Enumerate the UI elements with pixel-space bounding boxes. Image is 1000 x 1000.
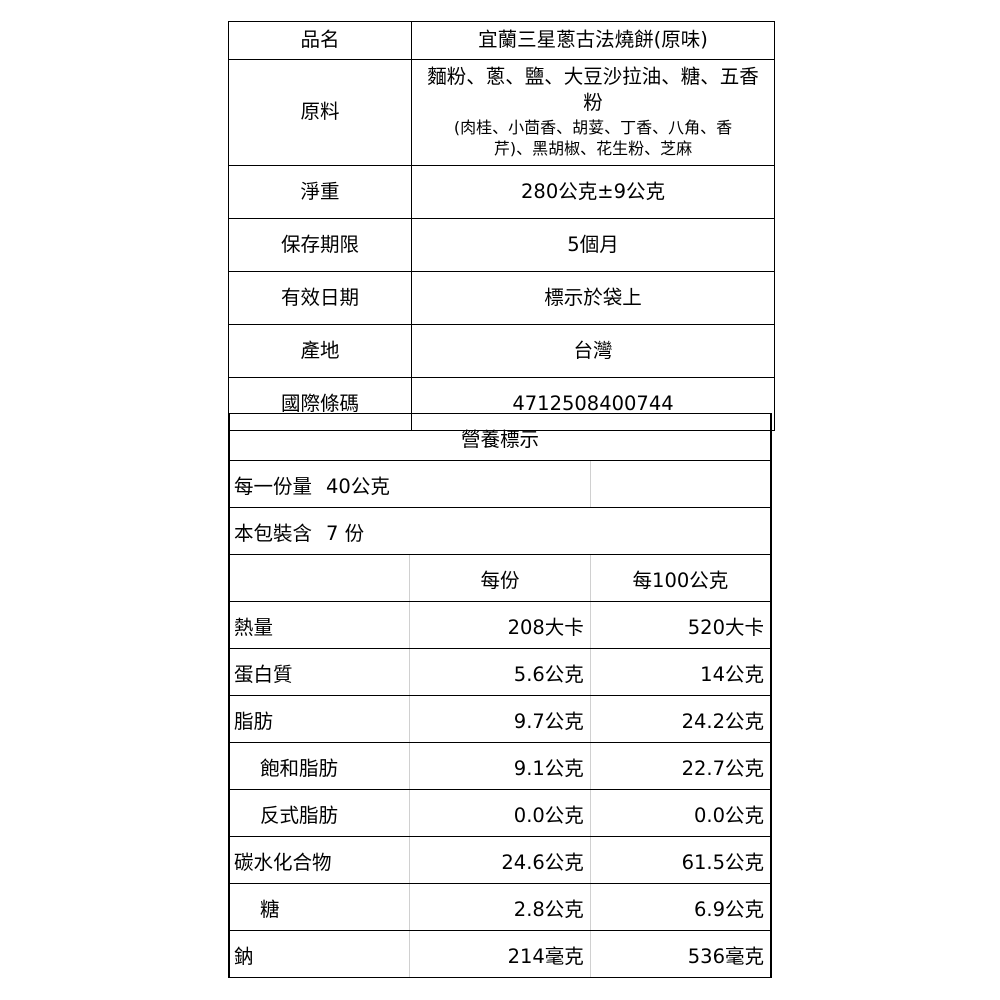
table-row: 熱量 208大卡 520大卡 [228,601,772,649]
table-row: 蛋白質 5.6公克 14公克 [228,648,772,696]
table-row: 糖 2.8公克 6.9公克 [228,883,772,931]
servings-per-pack-value: 7 份 [326,521,365,545]
serving-size-label: 每一份量 [234,474,313,498]
nutrient-per-100g-saturated-fat: 22.7公克 [589,742,772,790]
serving-size-row: 每一份量 40公克 [227,460,772,508]
serving-size-blank-cell [589,460,772,508]
nutrition-title-row: 營養標示 [228,413,772,461]
nutrient-name-saturated-fat: 飽和脂肪 [228,742,410,790]
row-label-ingredients: 原料 [228,59,412,166]
row-value-shelf-life: 5個月 [411,218,775,272]
nutrient-per-serving-saturated-fat: 9.1公克 [409,742,591,790]
table-row: 碳水化合物 24.6公克 61.5公克 [228,836,772,884]
nutrient-per-serving-sugar: 2.8公克 [409,883,591,931]
row-label-origin: 產地 [228,324,412,378]
nutrient-name-calories: 熱量 [228,601,410,649]
table-row: 脂肪 9.7公克 24.2公克 [228,695,772,743]
table-row-net-weight: 淨重 280公克±9公克 [228,165,775,219]
nutrient-per-serving-calories: 208大卡 [409,601,591,649]
nutrient-per-100g-fat: 24.2公克 [589,695,772,743]
row-label-shelf-life: 保存期限 [228,218,412,272]
row-label-product-name: 品名 [228,21,412,60]
nutrient-per-100g-sugar: 6.9公克 [589,883,772,931]
nutrient-per-100g-sodium: 536毫克 [589,930,772,978]
row-label-net-weight: 淨重 [228,165,412,219]
nutrient-name-sugar: 糖 [228,883,410,931]
nutrient-per-100g-protein: 14公克 [589,648,772,696]
nutrient-name-sodium: 鈉 [228,930,410,978]
ingredients-line-1: 麵粉、蔥、鹽、大豆沙拉油、糖、五香粉 [427,65,759,115]
nutrient-per-100g-carbohydrate: 61.5公克 [589,836,772,884]
table-row-origin: 產地 台灣 [228,324,775,378]
serving-size-value: 40公克 [326,474,390,498]
servings-per-pack: 本包裝含 7 份 [228,507,772,555]
row-value-net-weight: 280公克±9公克 [411,165,775,219]
row-value-ingredients: 麵粉、蔥、鹽、大豆沙拉油、糖、五香粉 (肉桂、小茴香、胡荽、丁香、八角、香 芹)… [411,59,775,166]
nutrient-per-serving-protein: 5.6公克 [409,648,591,696]
table-row: 鈉 214毫克 536毫克 [228,930,772,978]
table-row-expiry-date: 有效日期 標示於袋上 [228,271,775,325]
row-value-origin: 台灣 [411,324,775,378]
product-info-table: 品名 宜蘭三星蔥古法燒餅(原味) 原料 麵粉、蔥、鹽、大豆沙拉油、糖、五香粉 (… [228,21,775,431]
servings-per-pack-label: 本包裝含 [234,521,313,545]
nutrient-name-fat: 脂肪 [228,695,410,743]
nutrition-title: 營養標示 [228,413,772,461]
nutrient-per-serving-fat: 9.7公克 [409,695,591,743]
row-label-expiry-date: 有效日期 [228,271,412,325]
column-header-per-100g: 每100公克 [589,554,772,602]
table-row: 反式脂肪 0.0公克 0.0公克 [228,789,772,837]
nutrient-per-serving-trans-fat: 0.0公克 [409,789,591,837]
servings-per-pack-row: 本包裝含 7 份 [228,507,772,555]
column-header-item [228,554,410,602]
nutrient-name-trans-fat: 反式脂肪 [228,789,410,837]
nutrient-name-carbohydrate: 碳水化合物 [228,836,410,884]
row-value-expiry-date: 標示於袋上 [411,271,775,325]
serving-size: 每一份量 40公克 [227,460,591,508]
table-row-product-name: 品名 宜蘭三星蔥古法燒餅(原味) [228,21,775,60]
table-row-shelf-life: 保存期限 5個月 [228,218,775,272]
row-value-product-name: 宜蘭三星蔥古法燒餅(原味) [411,21,775,60]
table-row: 飽和脂肪 9.1公克 22.7公克 [228,742,772,790]
ingredients-line-3: 芹)、黑胡椒、花生粉、芝麻 [493,139,693,159]
nutrient-per-100g-trans-fat: 0.0公克 [589,789,772,837]
nutrition-facts-table: 營養標示 每一份量 40公克 本包裝含 7 份 每份 每100公克 熱量 208大卡… [227,413,772,978]
nutrient-name-protein: 蛋白質 [228,648,410,696]
nutrient-per-100g-calories: 520大卡 [589,601,772,649]
nutrient-per-serving-sodium: 214毫克 [409,930,591,978]
column-header-per-serving: 每份 [409,554,591,602]
ingredients-line-2: (肉桂、小茴香、胡荽、丁香、八角、香 [453,117,733,137]
table-row-ingredients: 原料 麵粉、蔥、鹽、大豆沙拉油、糖、五香粉 (肉桂、小茴香、胡荽、丁香、八角、香… [228,59,775,166]
nutrition-column-header-row: 每份 每100公克 [228,554,772,602]
nutrient-per-serving-carbohydrate: 24.6公克 [409,836,591,884]
